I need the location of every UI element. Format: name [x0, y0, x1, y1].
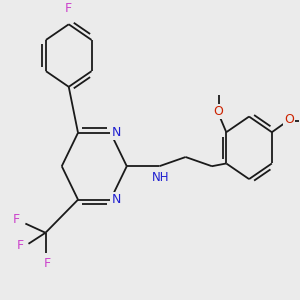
- Text: N: N: [111, 126, 121, 139]
- Text: NH: NH: [152, 172, 169, 184]
- Text: O: O: [213, 106, 223, 118]
- Text: F: F: [44, 257, 51, 270]
- Text: F: F: [65, 2, 72, 15]
- Text: F: F: [13, 213, 20, 226]
- Text: F: F: [17, 239, 24, 252]
- Text: O: O: [284, 113, 294, 126]
- Text: N: N: [111, 193, 121, 206]
